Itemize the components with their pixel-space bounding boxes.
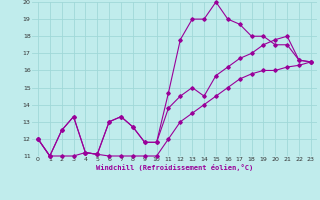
X-axis label: Windchill (Refroidissement éolien,°C): Windchill (Refroidissement éolien,°C) [96,164,253,171]
